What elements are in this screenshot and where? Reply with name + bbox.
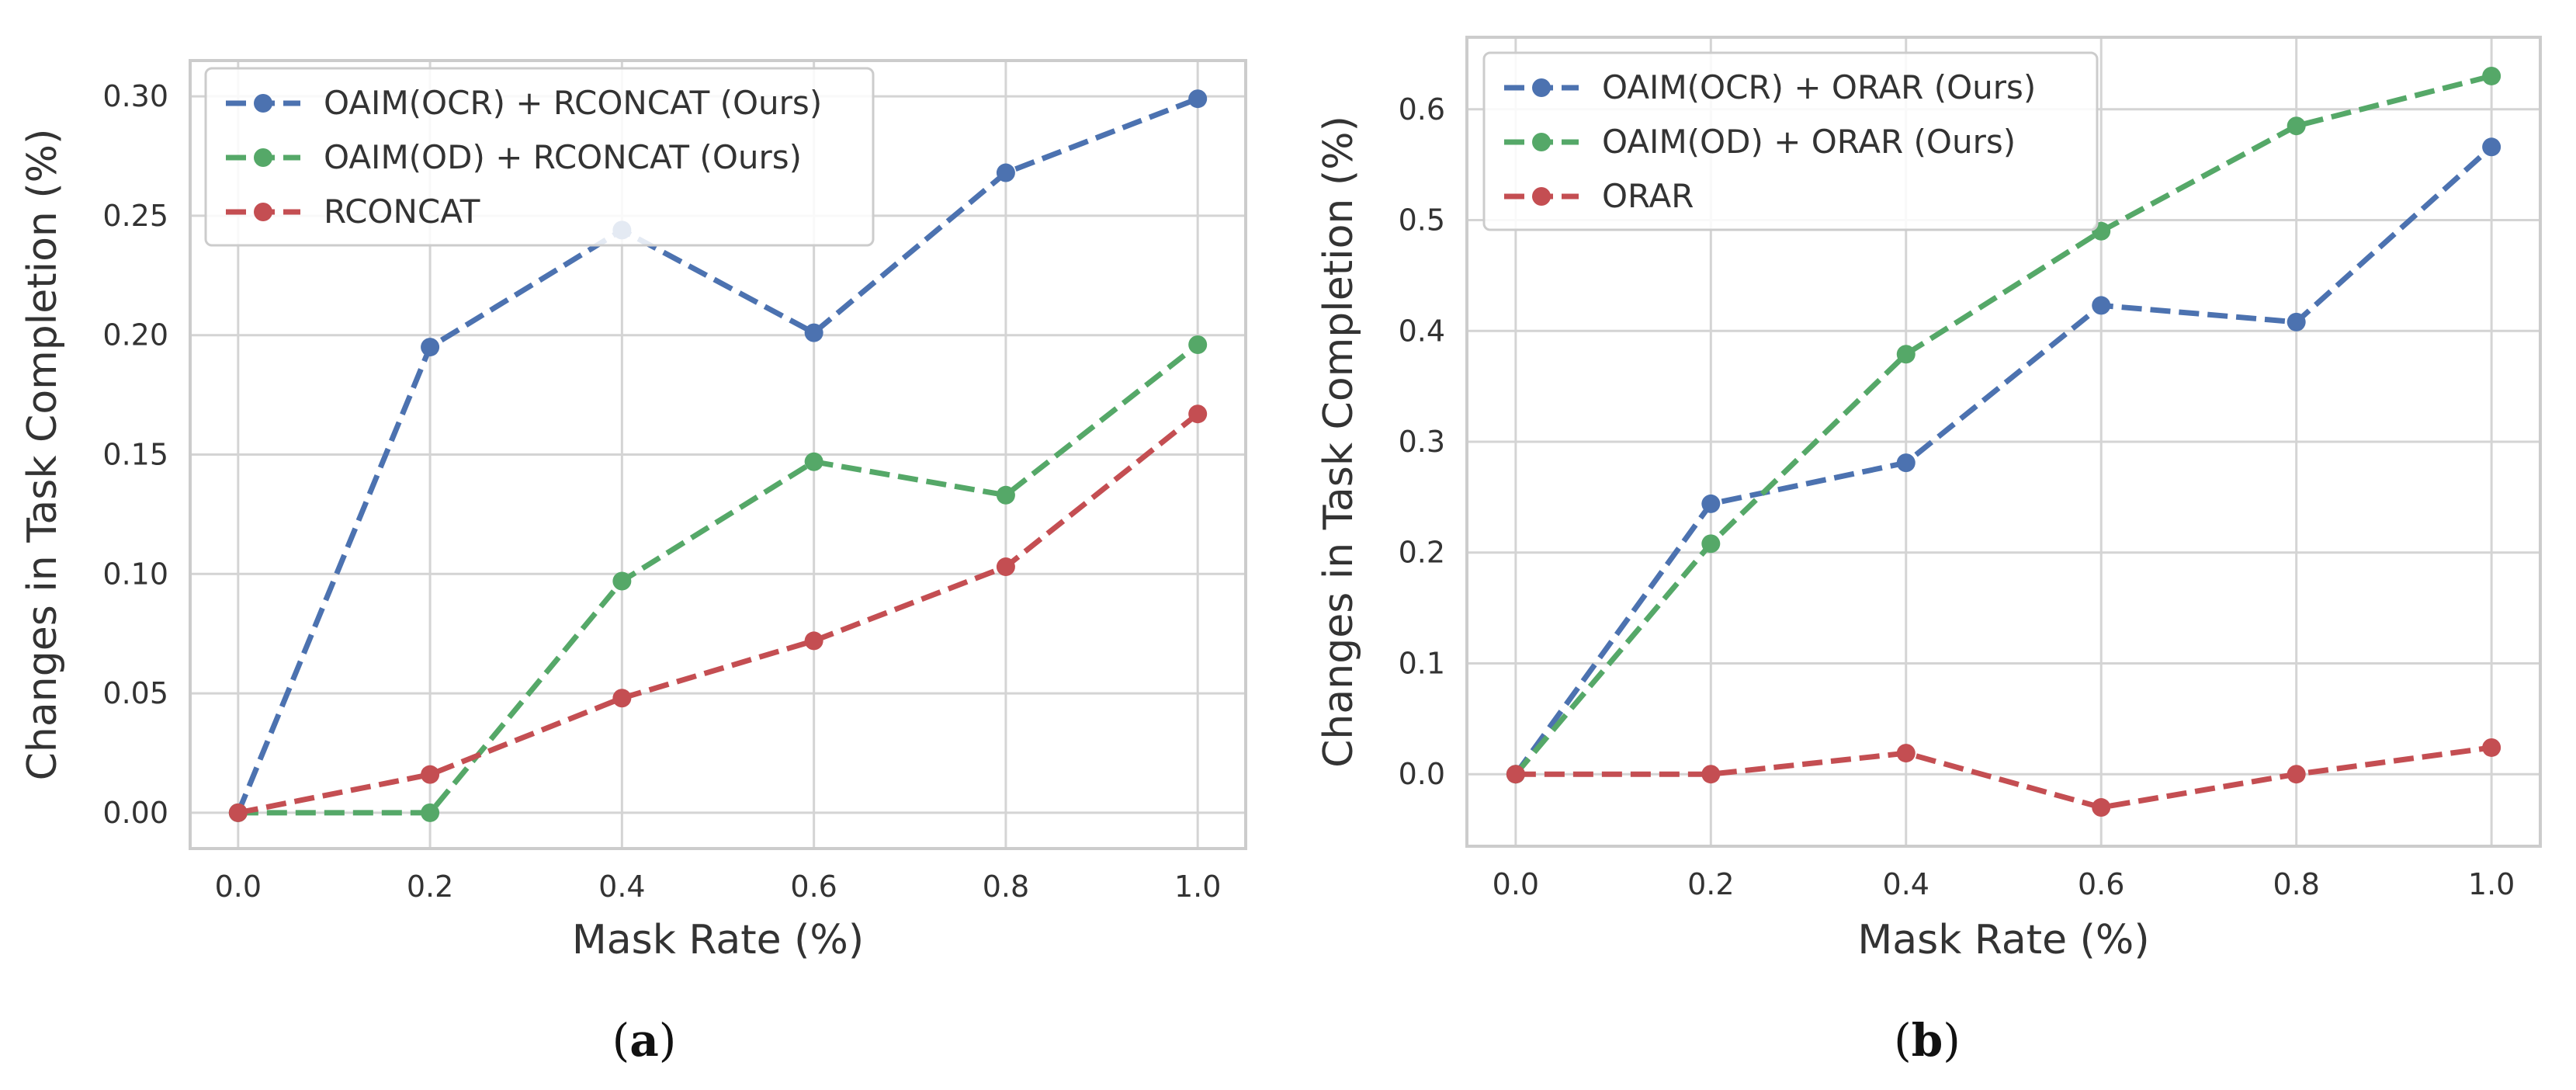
plot-frame <box>1465 36 2542 848</box>
y-tick-label: 0.30 <box>102 79 168 113</box>
data-point <box>1188 404 1208 424</box>
y-tick-label: 0.00 <box>102 796 168 830</box>
x-tick-label: 0.8 <box>983 870 1029 904</box>
x-tick-label: 0.0 <box>215 870 262 904</box>
legend-label: OAIM(OD) + ORAR (Ours) <box>1602 123 2016 161</box>
y-tick-label: 0.15 <box>102 438 168 472</box>
data-point <box>1701 534 1721 554</box>
x-axis-label: Mask Rate (%) <box>572 917 864 963</box>
x-tick-label: 0.4 <box>598 870 645 904</box>
data-point <box>2287 765 2306 784</box>
x-tick-label: 0.8 <box>2273 867 2319 901</box>
data-point <box>1701 494 1721 513</box>
y-tick-label: 0.3 <box>1399 425 1445 459</box>
x-tick-label: 0.6 <box>2078 867 2124 901</box>
data-point <box>2482 137 2501 157</box>
x-tick-label: 0.4 <box>1883 867 1929 901</box>
x-tick-label: 1.0 <box>1174 870 1221 904</box>
x-tick-label: 0.2 <box>407 870 453 904</box>
y-tick-label: 0.2 <box>1399 536 1445 570</box>
data-point <box>2092 296 2111 315</box>
data-point <box>804 631 823 651</box>
panel-caption: (a) <box>612 1014 677 1067</box>
chart-panel-a: 0.0 0.2 0.4 0.6 0.8 1.0 0.00 0.05 0.10 0.15 0.20 0.… <box>19 59 1247 1067</box>
data-point <box>1188 335 1208 355</box>
series-line-2 <box>237 342 1200 816</box>
data-point <box>2482 66 2501 85</box>
series-line-1 <box>235 95 1199 814</box>
series-line-3 <box>1515 745 2492 811</box>
plot-frame <box>189 59 1247 850</box>
x-tick-label: 1.0 <box>2468 867 2515 901</box>
x-tick-label: 0.0 <box>1493 867 1539 901</box>
data-point <box>996 163 1015 182</box>
y-axis-label: Changes in Task Completion (%) <box>1316 116 1362 768</box>
data-point <box>2287 312 2306 332</box>
legend-swatch-marker <box>1532 187 1551 206</box>
y-tick-label: 0.20 <box>102 318 168 352</box>
panel-caption-letter: b <box>1912 1014 1943 1067</box>
y-tick-label: 0.6 <box>1399 92 1445 127</box>
data-point <box>996 485 1015 505</box>
panel-caption: (b) <box>1894 1014 1961 1067</box>
legend-box <box>204 67 875 247</box>
data-point <box>2092 798 2111 818</box>
data-point <box>2482 738 2501 757</box>
data-point <box>1896 345 1916 364</box>
legend-label: OAIM(OD) + RCONCAT (Ours) <box>324 138 802 176</box>
legend-swatch-marker <box>254 148 272 167</box>
data-point <box>804 323 823 342</box>
legend-label: ORAR <box>1602 177 1694 215</box>
x-axis-label: Mask Rate (%) <box>1857 917 2149 963</box>
data-point <box>2287 116 2306 136</box>
data-point <box>1896 744 1916 763</box>
series-line-1 <box>1513 144 2494 776</box>
y-tick-label: 0.25 <box>102 199 168 233</box>
series-line-3 <box>237 411 1200 816</box>
data-point <box>1896 453 1916 473</box>
legend-label: OAIM(OCR) + RCONCAT (Ours) <box>324 84 822 122</box>
data-point <box>421 803 440 822</box>
series-line-2 <box>1513 73 2493 776</box>
data-point <box>228 803 248 822</box>
legend-swatch-marker <box>1532 78 1551 97</box>
y-tick-label: 0.05 <box>102 676 168 710</box>
legend-label: OAIM(OCR) + ORAR (Ours) <box>1602 68 2036 106</box>
data-point <box>612 689 632 708</box>
data-point <box>612 571 632 591</box>
legend-swatch-marker <box>254 203 272 221</box>
y-tick-label: 0.5 <box>1399 203 1445 238</box>
y-axis-label: Changes in Task Completion (%) <box>19 129 66 781</box>
data-point <box>804 452 823 471</box>
x-tick-label: 0.2 <box>1687 867 1734 901</box>
y-tick-label: 0.4 <box>1399 314 1445 348</box>
chart-panel-b: 0.0 0.2 0.4 0.6 0.8 1.0 0.0 0.1 0.2 0.3 0.4 0.5 0.6 M… <box>1316 36 2542 1067</box>
data-point <box>1506 765 1525 784</box>
data-point <box>996 557 1015 577</box>
y-tick-label: 0.10 <box>102 557 168 591</box>
x-tick-label: 0.6 <box>790 870 837 904</box>
y-tick-label: 0.0 <box>1399 757 1445 791</box>
legend-swatch-marker <box>254 94 272 113</box>
data-point <box>1701 765 1721 784</box>
legend-swatch-marker <box>1532 133 1551 151</box>
data-point <box>1188 89 1208 109</box>
panel-caption-letter: a <box>629 1014 659 1067</box>
legend-label: RCONCAT <box>324 193 480 231</box>
legend-box <box>1482 51 2099 231</box>
data-point <box>421 765 440 784</box>
y-tick-label: 0.1 <box>1399 646 1445 680</box>
data-point <box>421 338 440 357</box>
